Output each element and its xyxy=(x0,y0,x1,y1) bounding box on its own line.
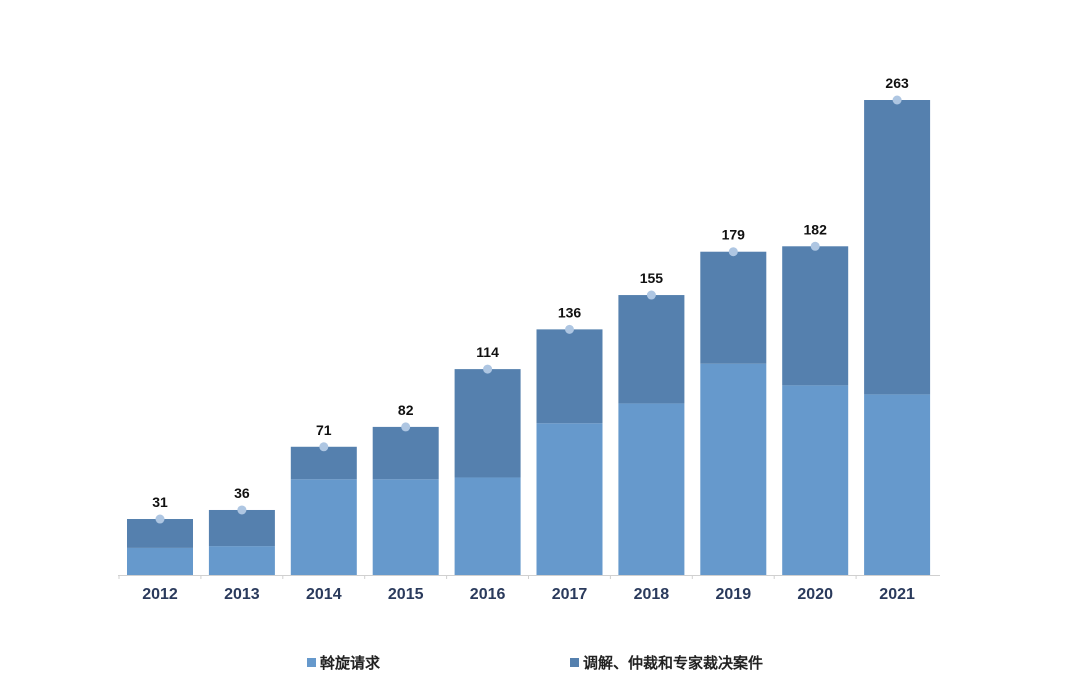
bar-segment-mediation xyxy=(700,251,767,364)
bar-segment-mediation xyxy=(782,246,849,386)
bar-segment-mediation xyxy=(618,295,685,404)
bar-segment-mediation xyxy=(454,369,521,478)
bar-segment-good-offices xyxy=(290,479,357,575)
total-marker-icon xyxy=(810,241,820,251)
bar-group-2020: 182 2020 xyxy=(782,221,849,603)
bar-segment-good-offices xyxy=(536,423,603,575)
bar-segment-mediation xyxy=(208,509,275,547)
total-label: 182 xyxy=(804,221,828,237)
legend-item-mediation-arbitration: 调解、仲裁和专家裁决案件 xyxy=(570,652,763,673)
total-marker-icon xyxy=(646,290,656,300)
bar-group-2018: 155 2018 xyxy=(618,270,685,603)
bar-segment-good-offices xyxy=(782,385,849,575)
bar-group-2012: 31 2012 xyxy=(127,494,193,603)
total-marker-icon xyxy=(728,247,738,257)
bar-segment-mediation xyxy=(864,100,931,395)
x-tick-label: 2013 xyxy=(224,586,260,603)
bar-segment-good-offices xyxy=(127,547,193,575)
legend-swatch-icon xyxy=(570,658,579,667)
x-tick-label: 2016 xyxy=(470,586,506,603)
total-marker-icon xyxy=(237,505,247,515)
total-marker-icon xyxy=(155,514,165,524)
x-tick-label: 2015 xyxy=(388,586,424,603)
bar-group-2015: 82 2015 xyxy=(372,402,439,603)
legend-swatch-icon xyxy=(307,658,316,667)
total-label: 31 xyxy=(152,494,168,510)
total-marker-icon xyxy=(565,324,574,334)
bar-segment-good-offices xyxy=(372,479,439,575)
bar-segment-mediation xyxy=(290,446,357,480)
total-marker-icon xyxy=(401,422,411,432)
bar-segment-good-offices xyxy=(864,394,931,575)
total-label: 155 xyxy=(640,270,664,286)
x-tick-label: 2012 xyxy=(142,586,178,603)
bar-group-2016: 114 2016 xyxy=(454,344,521,603)
bar-segment-good-offices xyxy=(700,363,767,575)
bar-group-2019: 179 2019 xyxy=(700,227,767,603)
total-label: 136 xyxy=(558,304,582,320)
total-label: 179 xyxy=(722,227,746,243)
total-marker-icon xyxy=(319,442,329,452)
x-tick-label: 2020 xyxy=(797,586,833,603)
bar-segment-good-offices xyxy=(208,546,275,575)
legend-item-good-offices: 斡旋请求 xyxy=(307,652,380,673)
bar-segment-good-offices xyxy=(454,477,521,575)
bar-segment-mediation xyxy=(372,426,439,480)
bar-segment-good-offices xyxy=(618,403,685,575)
total-label: 114 xyxy=(476,344,499,360)
total-marker-icon xyxy=(892,95,902,105)
x-tick-label: 2021 xyxy=(879,586,915,603)
legend-label: 调解、仲裁和专家裁决案件 xyxy=(583,654,764,672)
total-label: 82 xyxy=(398,402,414,418)
bar-group-2014: 71 2014 xyxy=(290,422,357,603)
bar-group-2021: 263 2021 xyxy=(864,75,931,603)
bar-segment-mediation xyxy=(536,329,603,424)
bar-segment-mediation xyxy=(127,519,193,548)
bar-group-2017: 136 2017 xyxy=(536,304,603,603)
legend-label: 斡旋请求 xyxy=(320,654,381,672)
total-label: 36 xyxy=(234,485,250,501)
x-tick-label: 2017 xyxy=(552,586,588,603)
total-marker-icon xyxy=(483,364,493,374)
x-tick-label: 2014 xyxy=(306,586,342,603)
total-label: 71 xyxy=(316,422,332,438)
bar-group-2013: 36 2013 xyxy=(208,485,275,603)
total-label: 263 xyxy=(885,75,909,91)
x-tick-label: 2018 xyxy=(634,586,670,603)
x-tick-label: 2019 xyxy=(716,586,752,603)
